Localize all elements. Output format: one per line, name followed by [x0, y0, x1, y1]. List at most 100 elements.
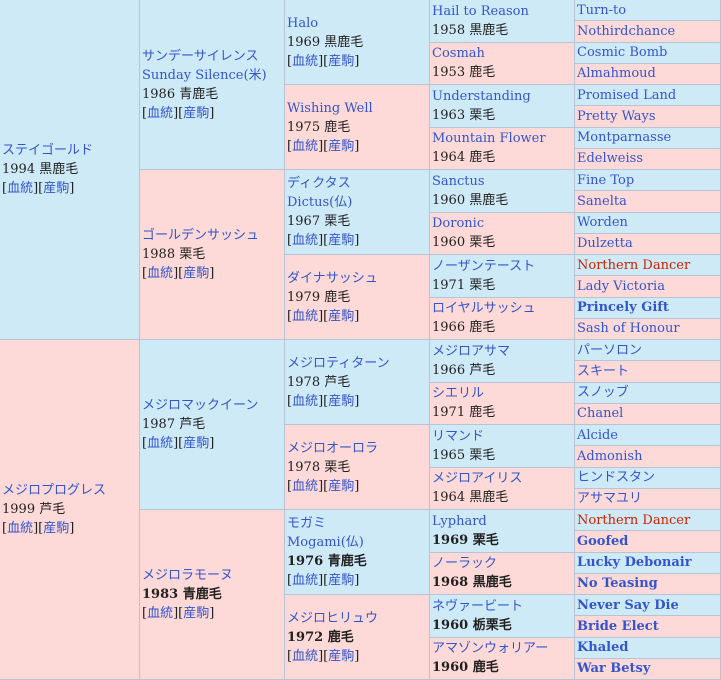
horse-name[interactable]: ネヴァービート	[432, 598, 524, 614]
horse-name[interactable]: Halo	[287, 15, 319, 31]
horse-name[interactable]: No Teasing	[577, 576, 658, 592]
pedigree-link[interactable]: 血統	[292, 393, 319, 409]
offspring-link[interactable]: 産駒	[183, 606, 210, 621]
horse-name[interactable]: パーソロン	[577, 342, 643, 358]
dam-cell: Edelweiss	[575, 148, 721, 170]
sire-cell: Promised Land	[575, 85, 721, 107]
pedigree-link[interactable]: 血統	[292, 648, 319, 664]
offspring-link[interactable]: 産駒	[328, 233, 355, 248]
horse-name[interactable]: Doronic	[432, 216, 485, 232]
horse-name[interactable]: Princely Gift	[577, 300, 669, 316]
birth-year-color: 1971 鹿毛	[432, 405, 496, 421]
horse-name[interactable]: Chanel	[577, 406, 624, 422]
horse-name[interactable]: サンデーサイレンス	[142, 48, 259, 64]
horse-name[interactable]: Dulzetta	[577, 236, 633, 252]
pedigree-link[interactable]: 血統	[292, 573, 319, 588]
pedigree-link[interactable]: 血統	[292, 138, 319, 154]
horse-name[interactable]: War Betsy	[577, 661, 651, 677]
horse-name[interactable]: Sash of Honour	[577, 321, 680, 337]
horse-name[interactable]: Alcide	[577, 427, 618, 443]
horse-name[interactable]: Sanctus	[432, 173, 485, 189]
offspring-link[interactable]: 産駒	[328, 308, 355, 324]
dam-cell: アマゾンウォリアー 1960 鹿毛	[430, 637, 575, 680]
pedigree-link[interactable]: 血統	[7, 181, 34, 196]
horse-name[interactable]: Wishing Well	[287, 100, 373, 116]
bracket-close: ]	[318, 478, 324, 494]
horse-name[interactable]: Northern Dancer	[577, 512, 691, 528]
horse-name[interactable]: ディクタス	[287, 176, 351, 191]
offspring-link[interactable]: 産駒	[183, 105, 210, 121]
horse-name[interactable]: ダイナサッシュ	[287, 270, 378, 286]
pedigree-link[interactable]: 血統	[292, 233, 319, 248]
horse-name[interactable]: シエリル	[432, 386, 485, 402]
horse-name[interactable]: スノッブ	[577, 385, 629, 401]
pedigree-link[interactable]: 血統	[147, 436, 174, 451]
horse-name[interactable]: メジロオーロラ	[287, 440, 379, 456]
horse-name[interactable]: スキート	[577, 363, 630, 379]
horse-name[interactable]: ノーザンテースト	[432, 258, 536, 274]
horse-name[interactable]: Lady Victoria	[577, 278, 665, 294]
horse-name-english[interactable]: Dictus(仏)	[287, 195, 353, 210]
offspring-link[interactable]: 産駒	[328, 393, 355, 409]
horse-name[interactable]: ノーラック	[432, 556, 498, 572]
horse-name[interactable]: ロイヤルサッシュ	[432, 301, 536, 317]
horse-name[interactable]: Hail to Reason	[432, 3, 529, 19]
pedigree-link[interactable]: 血統	[292, 53, 319, 69]
horse-name[interactable]: Edelweiss	[577, 151, 643, 167]
horse-name[interactable]: Turn-to	[577, 2, 627, 18]
offspring-link[interactable]: 産駒	[43, 181, 70, 196]
horse-name[interactable]: メジロマックイーン	[142, 398, 259, 413]
bracket-close: ]	[33, 181, 39, 196]
horse-name[interactable]: Cosmah	[432, 46, 485, 62]
horse-name[interactable]: メジロアイリス	[432, 471, 523, 487]
offspring-link[interactable]: 産駒	[183, 436, 210, 451]
horse-name[interactable]: Khaled	[577, 640, 629, 656]
horse-name[interactable]: Admonish	[577, 448, 643, 464]
pedigree-link[interactable]: 血統	[292, 478, 319, 494]
horse-name[interactable]: Sanelta	[577, 193, 627, 209]
horse-name[interactable]: Northern Dancer	[577, 257, 691, 273]
horse-name[interactable]: Understanding	[432, 88, 531, 104]
pedigree-link[interactable]: 血統	[292, 308, 319, 324]
horse-name[interactable]: Nothirdchance	[577, 23, 676, 39]
horse-name[interactable]: Lyphard	[432, 513, 487, 529]
horse-name[interactable]: Goofed	[577, 533, 629, 549]
pedigree-link[interactable]: 血統	[147, 105, 174, 121]
horse-name[interactable]: Promised Land	[577, 87, 677, 103]
horse-name[interactable]: Almahmoud	[577, 66, 656, 82]
horse-name-english[interactable]: Sunday Silence(米)	[142, 67, 267, 83]
horse-name[interactable]: メジロプログレス	[2, 483, 107, 498]
horse-name[interactable]: メジロアサマ	[432, 343, 511, 359]
offspring-link[interactable]: 産駒	[328, 138, 355, 154]
offspring-link[interactable]: 産駒	[183, 266, 210, 281]
horse-name[interactable]: ヒンドスタン	[577, 470, 656, 486]
pedigree-link[interactable]: 血統	[147, 266, 174, 281]
offspring-link[interactable]: 産駒	[328, 648, 355, 664]
horse-name[interactable]: ゴールデンサッシュ	[142, 228, 260, 243]
horse-name[interactable]: リマンド	[432, 428, 485, 444]
offspring-link[interactable]: 産駒	[328, 573, 355, 588]
horse-name[interactable]: Fine Top	[577, 172, 635, 188]
horse-name[interactable]: Mountain Flower	[432, 131, 546, 147]
horse-name[interactable]: Cosmic Bomb	[577, 45, 668, 61]
horse-name[interactable]: Worden	[577, 215, 628, 231]
horse-name[interactable]: Lucky Debonair	[577, 555, 692, 571]
horse-name-english[interactable]: Mogami(仏)	[287, 535, 364, 550]
sire-cell: メジロティターン 1978 芦毛 [血統][産駒]	[285, 340, 430, 425]
pedigree-link[interactable]: 血統	[7, 521, 34, 536]
horse-name[interactable]: アサマユリ	[577, 491, 643, 507]
offspring-link[interactable]: 産駒	[328, 478, 355, 494]
offspring-link[interactable]: 産駒	[328, 53, 355, 69]
horse-name[interactable]: アマゾンウォリアー	[432, 641, 549, 657]
horse-name[interactable]: メジロラモーヌ	[142, 568, 234, 583]
horse-name[interactable]: モガミ	[287, 516, 327, 531]
horse-name[interactable]: Montparnasse	[577, 130, 672, 146]
horse-name[interactable]: ステイゴールド	[2, 143, 94, 158]
offspring-link[interactable]: 産駒	[43, 521, 70, 536]
horse-name[interactable]: Pretty Ways	[577, 108, 656, 124]
horse-name[interactable]: Never Say Die	[577, 597, 679, 613]
horse-name[interactable]: メジロティターン	[287, 355, 390, 371]
horse-name[interactable]: メジロヒリュウ	[287, 610, 379, 626]
pedigree-link[interactable]: 血統	[147, 606, 174, 621]
horse-name[interactable]: Bride Elect	[577, 618, 659, 634]
